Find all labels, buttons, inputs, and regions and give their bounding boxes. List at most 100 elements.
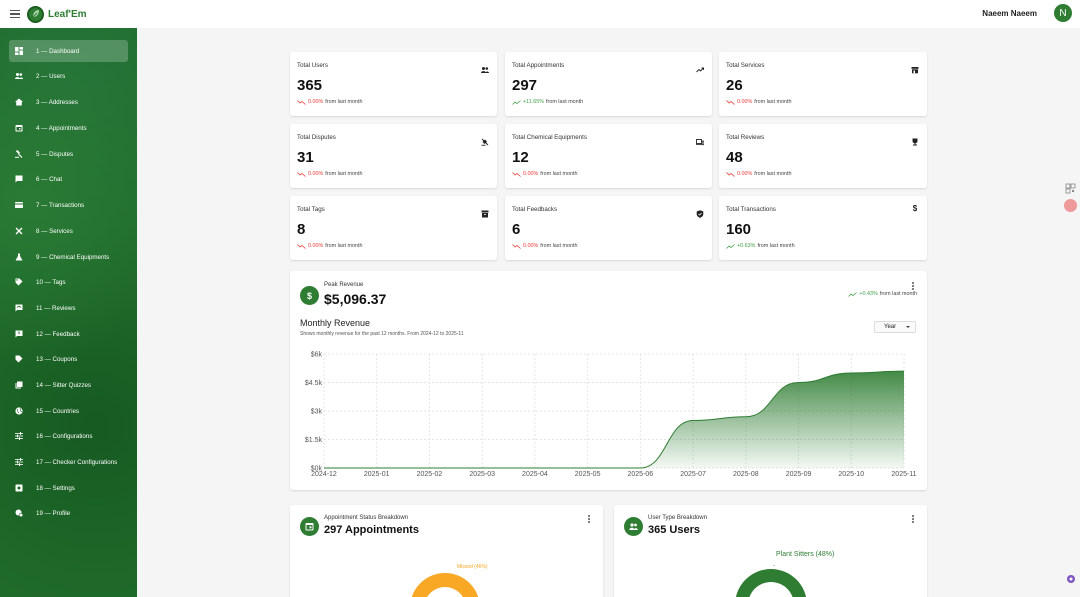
appointment-breakdown-value: 297 Appointments xyxy=(324,524,419,536)
qr-icon[interactable] xyxy=(1065,181,1076,194)
sidebar-item-disputes[interactable]: 5 — Disputes xyxy=(9,143,128,165)
sidebar-item-configurations[interactable]: 16 — Configurations xyxy=(9,425,128,447)
stat-change: 0.00% from last month xyxy=(297,243,362,249)
stat-change: 0.00% from last month xyxy=(726,99,791,105)
avatar[interactable]: N xyxy=(1054,4,1072,22)
chat-icon xyxy=(15,175,23,183)
trending-down-icon xyxy=(726,99,735,105)
trending-up-icon xyxy=(848,291,858,297)
stat-card-chemical-equipments: Total Chemical Equipments 12 0.00% from l… xyxy=(505,124,712,188)
stat-value: 8 xyxy=(297,221,306,238)
stat-value: 48 xyxy=(726,149,743,166)
revenue-line xyxy=(324,370,905,469)
stat-title: Total Tags xyxy=(297,206,325,213)
sidebar-item-chemical-equipments[interactable]: 9 — Chemical Equipments xyxy=(9,246,128,268)
revenue-change: +0.43% from last month xyxy=(848,291,917,297)
pie-slice-label: Missed (46%) xyxy=(457,564,488,570)
more-options-icon[interactable] xyxy=(588,515,591,523)
chart-subtitle: Shows monthly revenue for the past 12 mo… xyxy=(300,331,464,337)
x-tick-label: 2025-01 xyxy=(364,471,390,478)
sidebar-item-label: 13 — Coupons xyxy=(36,355,78,363)
sidebar-item-appointments[interactable]: 4 — Appointments xyxy=(9,117,128,139)
sidebar-item-label: 1 — Dashboard xyxy=(36,47,80,55)
devices-icon xyxy=(696,133,705,146)
user-breakdown-label: User Type Breakdown xyxy=(648,515,707,521)
stat-card-services: Total Services 26 0.00% from last month xyxy=(719,52,927,116)
stat-change: 0.00% from last month xyxy=(297,171,362,177)
users-icon xyxy=(624,517,643,536)
sidebar-item-label: 8 — Services xyxy=(36,227,73,235)
more-options-icon[interactable] xyxy=(912,282,915,290)
translate-icon[interactable] xyxy=(1064,199,1077,212)
sidebar-item-label: 7 — Transactions xyxy=(36,201,85,209)
y-tick-label: $0k xyxy=(311,466,323,473)
stat-value: 160 xyxy=(726,221,752,238)
store-icon xyxy=(911,61,919,74)
sidebar-item-transactions[interactable]: 7 — Transactions xyxy=(9,194,128,216)
globe-icon xyxy=(15,407,23,415)
calendar-icon xyxy=(15,124,23,132)
settings-icon xyxy=(15,484,23,492)
sidebar-item-tags[interactable]: 10 — Tags xyxy=(9,271,128,293)
stat-card-feedbacks: Total Feedbacks 6 0.00% from last month xyxy=(505,196,712,260)
period-select[interactable]: Year xyxy=(874,321,916,333)
sidebar-item-label: 5 — Disputes xyxy=(36,150,74,158)
stat-card-disputes: Total Disputes 31 0.00% from last month xyxy=(290,124,497,188)
x-tick-label: 2025-05 xyxy=(575,471,601,478)
card-icon xyxy=(15,201,23,209)
archive-icon xyxy=(481,205,489,218)
user-name[interactable]: Naeem Naeem xyxy=(982,9,1037,18)
trending-up-icon xyxy=(726,243,735,249)
trending-down-icon xyxy=(297,243,306,249)
sidebar: 1 — Dashboard 2 — Users 3 — Addresses 4 … xyxy=(0,28,137,597)
sidebar-item-reviews[interactable]: 11 — Reviews xyxy=(9,297,128,319)
top-bar: Leaf'Em Naeem Naeem N xyxy=(0,0,1080,28)
menu-icon[interactable] xyxy=(10,10,20,18)
extension-icon[interactable] xyxy=(1066,571,1076,583)
sidebar-item-addresses[interactable]: 3 — Addresses xyxy=(9,91,128,113)
stat-title: Total Disputes xyxy=(297,134,336,141)
x-tick-label: 2025-06 xyxy=(628,471,654,478)
user-breakdown-value: 365 Users xyxy=(648,524,700,536)
stat-title: Total Services xyxy=(726,62,765,69)
sliders-icon xyxy=(15,458,23,466)
stat-title: Total Users xyxy=(297,62,328,69)
sidebar-item-label: 12 — Feedback xyxy=(36,330,80,338)
dispute-icon xyxy=(481,133,489,146)
trophy-icon xyxy=(911,133,919,146)
more-options-icon[interactable] xyxy=(912,515,915,523)
x-tick-label: 2025-04 xyxy=(522,471,548,478)
sidebar-item-profile[interactable]: 19 — Profile xyxy=(9,502,128,524)
stat-change: 0.00% from last month xyxy=(726,171,791,177)
sidebar-item-countries[interactable]: 15 — Countries xyxy=(9,400,128,422)
stat-change: 0.00% from last month xyxy=(512,243,577,249)
stat-change: +11.65% from last month xyxy=(512,99,583,105)
trending-up-icon xyxy=(512,99,521,105)
home-icon xyxy=(15,98,23,106)
x-tick-label: 2025-10 xyxy=(838,471,864,478)
sidebar-item-checker-configurations[interactable]: 17 — Checker Configurations xyxy=(9,451,128,473)
sidebar-item-label: 19 — Profile xyxy=(36,509,71,517)
stat-card-transactions: Total Transactions $ 160 +0.63% from last… xyxy=(719,196,927,260)
stat-value: 297 xyxy=(512,77,538,94)
stat-value: 365 xyxy=(297,77,323,94)
trending-down-icon xyxy=(297,99,306,105)
pie-slice-label: Plant Sitters (48%) xyxy=(776,551,835,558)
sidebar-item-sitter-quizzes[interactable]: 14 — Sitter Quizzes xyxy=(9,374,128,396)
sidebar-item-services[interactable]: 8 — Services xyxy=(9,220,128,242)
sidebar-item-coupons[interactable]: 13 — Coupons xyxy=(9,348,128,370)
appointment-breakdown-label: Appointment Status Breakdown xyxy=(324,515,409,521)
sidebar-item-label: 18 — Settings xyxy=(36,484,75,492)
stat-title: Total Reviews xyxy=(726,134,765,141)
sidebar-item-settings[interactable]: 18 — Settings xyxy=(9,477,128,499)
feedback-icon xyxy=(15,330,23,338)
logo-icon xyxy=(27,5,44,23)
sidebar-item-feedback[interactable]: 12 — Feedback xyxy=(9,323,128,345)
sidebar-item-chat[interactable]: 6 — Chat xyxy=(9,168,128,190)
sidebar-item-dashboard[interactable]: 1 — Dashboard xyxy=(9,40,128,62)
stat-title: Total Feedbacks xyxy=(512,206,558,213)
trending-down-icon xyxy=(512,171,521,177)
sidebar-item-users[interactable]: 2 — Users xyxy=(9,65,128,87)
stat-card-reviews: Total Reviews 48 0.00% from last month xyxy=(719,124,927,188)
x-tick-label: 2025-09 xyxy=(786,471,812,478)
